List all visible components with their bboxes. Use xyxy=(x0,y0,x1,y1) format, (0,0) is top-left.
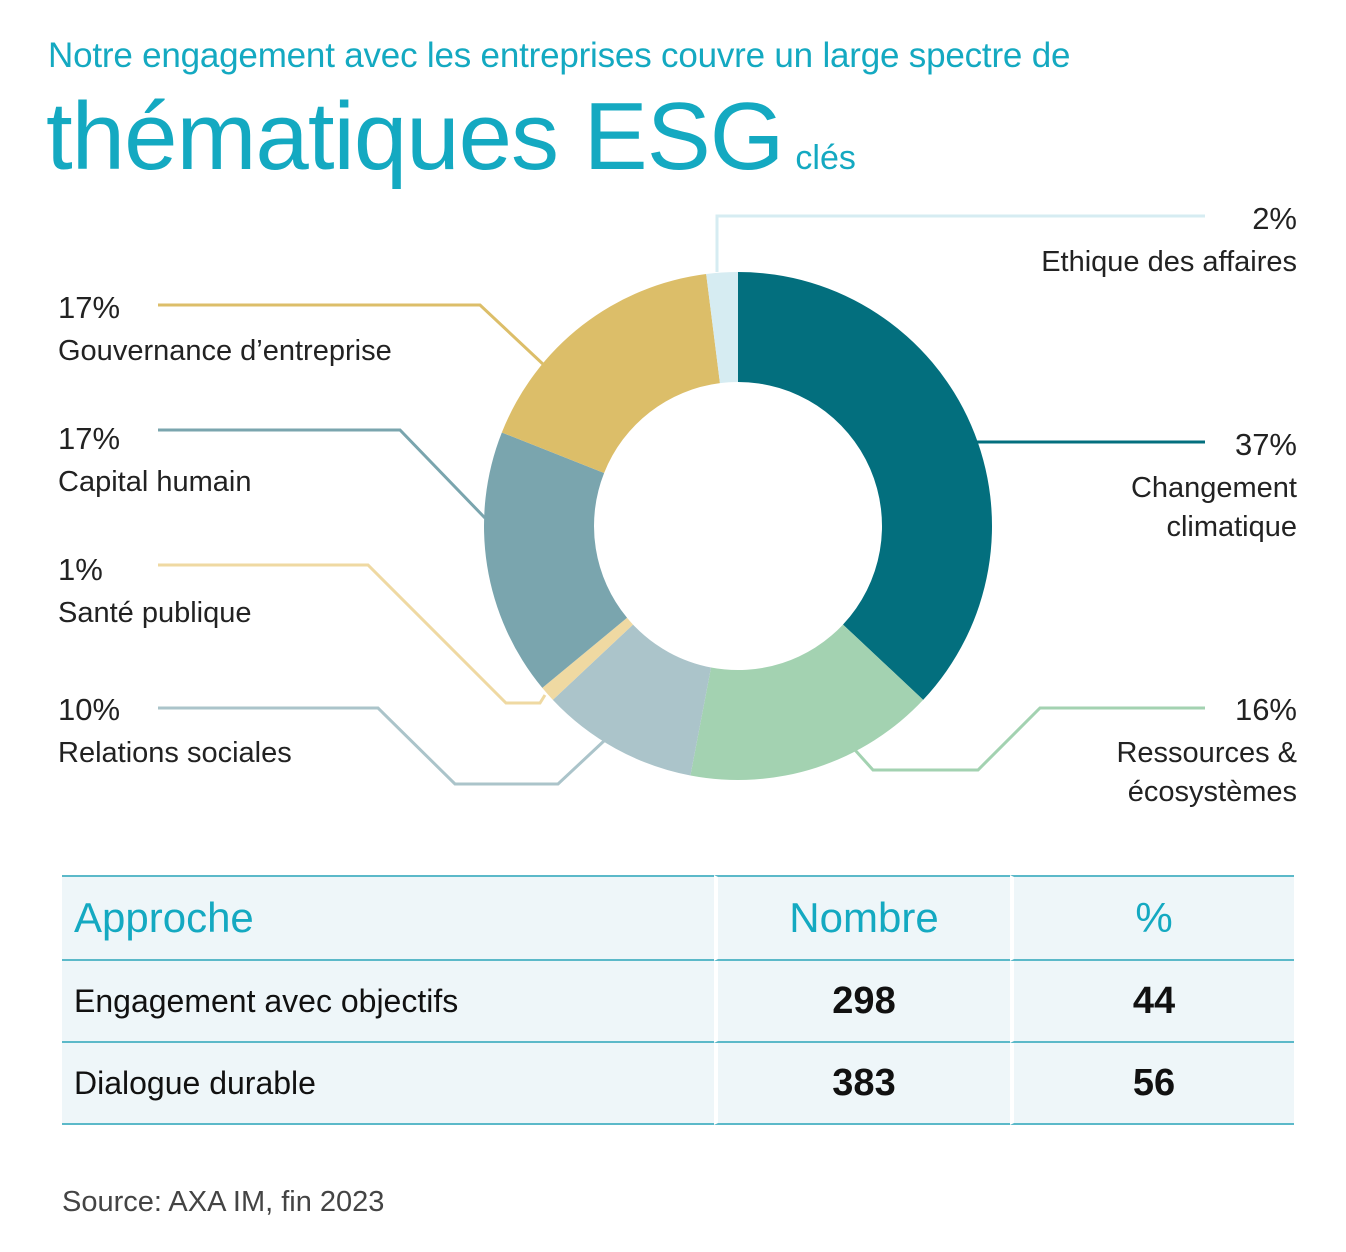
slice-changement-climatique xyxy=(738,272,992,700)
leader-line-sante-publique xyxy=(158,563,547,705)
chart-title-suffix: clés xyxy=(795,139,856,177)
slice-value-label: 2% xyxy=(1252,201,1297,236)
slice-category-label: climatique xyxy=(1166,511,1297,543)
chart-title-line1: Notre engagement avec les entreprises co… xyxy=(48,36,1071,75)
table-row: Dialogue durable 383 56 xyxy=(62,1043,1294,1125)
slice-category-label: Relations sociales xyxy=(58,737,292,769)
slice-category-label: Ressources & xyxy=(1116,737,1297,769)
slice-category-label: écosystèmes xyxy=(1128,776,1297,808)
slice-value-label: 37% xyxy=(1235,427,1297,462)
slice-category-label: Ethique des affaires xyxy=(1041,246,1297,278)
source-note: Source: AXA IM, fin 2023 xyxy=(62,1186,385,1218)
slice-category-label: Gouvernance d’entreprise xyxy=(58,335,392,367)
approach-table: Approche Nombre % Engagement avec object… xyxy=(62,875,1294,1125)
table-cell-count: 298 xyxy=(714,961,1010,1043)
slice-value-label: 16% xyxy=(1235,692,1297,727)
column-header-approche: Approche xyxy=(62,875,714,961)
donut-chart: 37% Changement climatique 16% Ressources & éc… xyxy=(58,201,1297,808)
table-cell-percent: 44 xyxy=(1010,961,1294,1043)
leader-line-ethique-des-affaires xyxy=(715,214,1205,272)
leader-lines xyxy=(158,214,1205,786)
column-header-nombre: Nombre xyxy=(714,875,1010,961)
slice-value-label: 17% xyxy=(58,421,120,456)
slice-value-label: 10% xyxy=(58,692,120,727)
leader-line-ressources-ecosystemes xyxy=(853,706,1205,772)
table-row: Engagement avec objectifs 298 44 xyxy=(62,961,1294,1043)
leader-line-relations-sociales xyxy=(158,706,607,786)
table-header-row: Approche Nombre % xyxy=(62,875,1294,961)
chart-title-main: thématiques ESG xyxy=(46,83,784,190)
slice-labels: 37% Changement climatique 16% Ressources & éc… xyxy=(58,201,1297,808)
slice-value-label: 1% xyxy=(58,552,103,587)
slice-gouvernance-d-entreprise xyxy=(501,274,720,473)
table-cell-approach: Dialogue durable xyxy=(62,1043,714,1125)
donut-slices xyxy=(484,272,992,780)
slice-category-label: Capital humain xyxy=(58,466,251,498)
slice-relations-sociales xyxy=(552,624,712,776)
slice-category-label: Changement xyxy=(1131,472,1297,504)
slice-ressources-ecosystemes xyxy=(690,624,924,780)
column-header-percent: % xyxy=(1010,875,1294,961)
leader-line-gouvernance-d-entreprise xyxy=(158,303,547,368)
table-cell-approach: Engagement avec objectifs xyxy=(62,961,714,1043)
slice-ethique-des-affaires xyxy=(706,272,738,384)
table-cell-count: 383 xyxy=(714,1043,1010,1125)
leader-line-capital-humain xyxy=(158,428,487,520)
slice-value-label: 17% xyxy=(58,290,120,325)
slice-category-label: Santé publique xyxy=(58,597,252,629)
table-cell-percent: 56 xyxy=(1010,1043,1294,1125)
slice-sante-publique xyxy=(542,617,634,700)
chart-title-line2: thématiques ESG clés xyxy=(46,82,856,192)
slice-capital-humain xyxy=(484,432,628,688)
